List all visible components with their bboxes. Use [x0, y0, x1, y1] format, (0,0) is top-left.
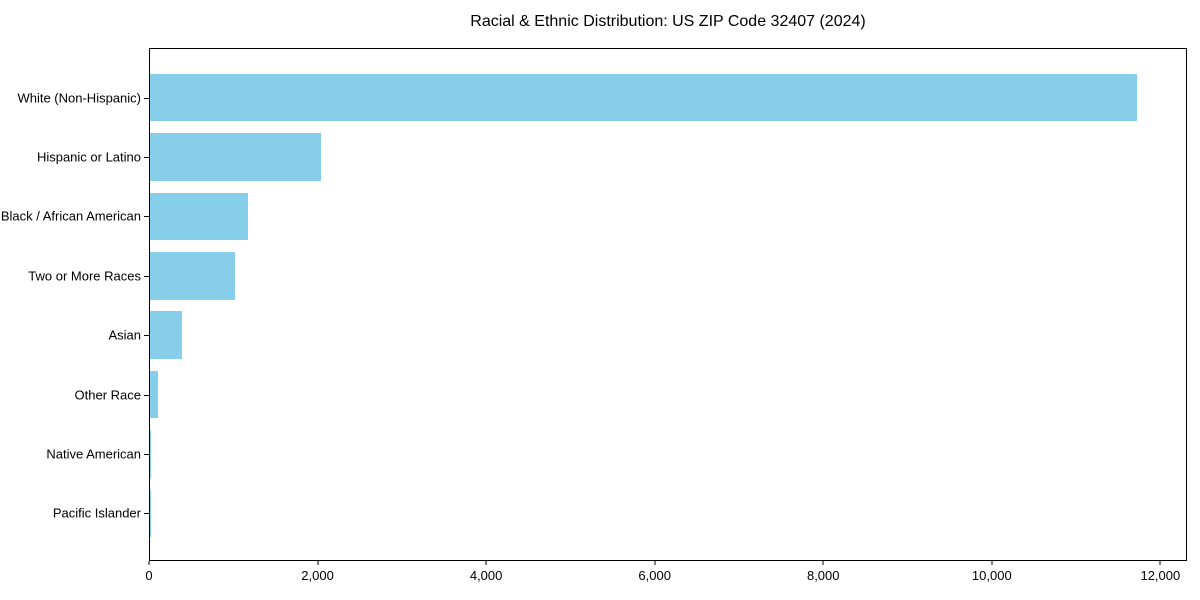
y-tick-label: Other Race: [74, 387, 141, 403]
y-tick-label: Hispanic or Latino: [36, 149, 141, 165]
y-tick-mark: [144, 97, 149, 99]
x-axis: 0 2,000 4,000 6,000 8,000 10,000 12,000: [145, 561, 1187, 591]
x-tick-mark: [1159, 561, 1161, 565]
y-tick-mark: [144, 453, 149, 455]
y-tick-mark: [144, 216, 149, 218]
bar-row: Native American: [46, 424, 1186, 483]
y-tick-mark: [144, 335, 149, 337]
y-tick-mark: [144, 275, 149, 277]
bar-black-african-american: [150, 192, 248, 241]
x-tick-mark: [317, 561, 319, 565]
bar-white-non-hispanic: [150, 73, 1137, 122]
bar-row: Pacific Islander: [53, 484, 1186, 543]
y-tick-label: Two or More Races: [28, 268, 141, 284]
bar-row: Black / African American: [1, 187, 1186, 246]
x-tick-mark: [485, 561, 487, 565]
bar-two-or-more-races: [150, 252, 235, 300]
x-tick-label: 4,000: [469, 568, 503, 583]
x-tick-label: 8,000: [806, 568, 840, 583]
y-tick-label: White (Non-Hispanic): [17, 90, 141, 106]
bar-row: White (Non-Hispanic): [17, 68, 1186, 127]
x-tick-label: 0: [145, 568, 153, 583]
plot-rows: White (Non-Hispanic) Hispanic or Latino …: [1, 49, 1186, 560]
x-tick-mark: [822, 561, 824, 565]
bar-other-race: [150, 370, 158, 419]
bar-hispanic-or-latino: [150, 133, 321, 181]
chart-title: Racial & Ethnic Distribution: US ZIP Cod…: [470, 13, 866, 30]
y-tick-mark: [144, 513, 149, 515]
x-tick-mark: [148, 561, 150, 565]
bar-asian: [150, 311, 182, 359]
x-tick-mark: [991, 561, 993, 565]
y-tick-label: Pacific Islander: [52, 505, 141, 521]
x-tick-label: 6,000: [638, 568, 671, 583]
x-tick-label: 10,000: [971, 568, 1012, 583]
bar-row: Other Race: [75, 365, 1186, 424]
x-tick-label: 2,000: [301, 568, 334, 583]
y-tick-label: Asian: [108, 327, 141, 343]
bar-row: Two or More Races: [28, 246, 1186, 305]
x-tick-mark: [654, 561, 656, 565]
x-tick-label: 12,000: [1140, 568, 1181, 583]
y-tick-mark: [144, 394, 149, 396]
bar-row: Asian: [108, 306, 1186, 365]
y-tick-mark: [144, 157, 149, 159]
bar-row: Hispanic or Latino: [37, 127, 1186, 186]
y-tick-label: Native American: [46, 446, 141, 462]
bar-native-american: [150, 430, 152, 478]
y-tick-label: Black / African American: [0, 208, 141, 224]
plot-area: White (Non-Hispanic) Hispanic or Latino …: [1, 48, 1187, 561]
